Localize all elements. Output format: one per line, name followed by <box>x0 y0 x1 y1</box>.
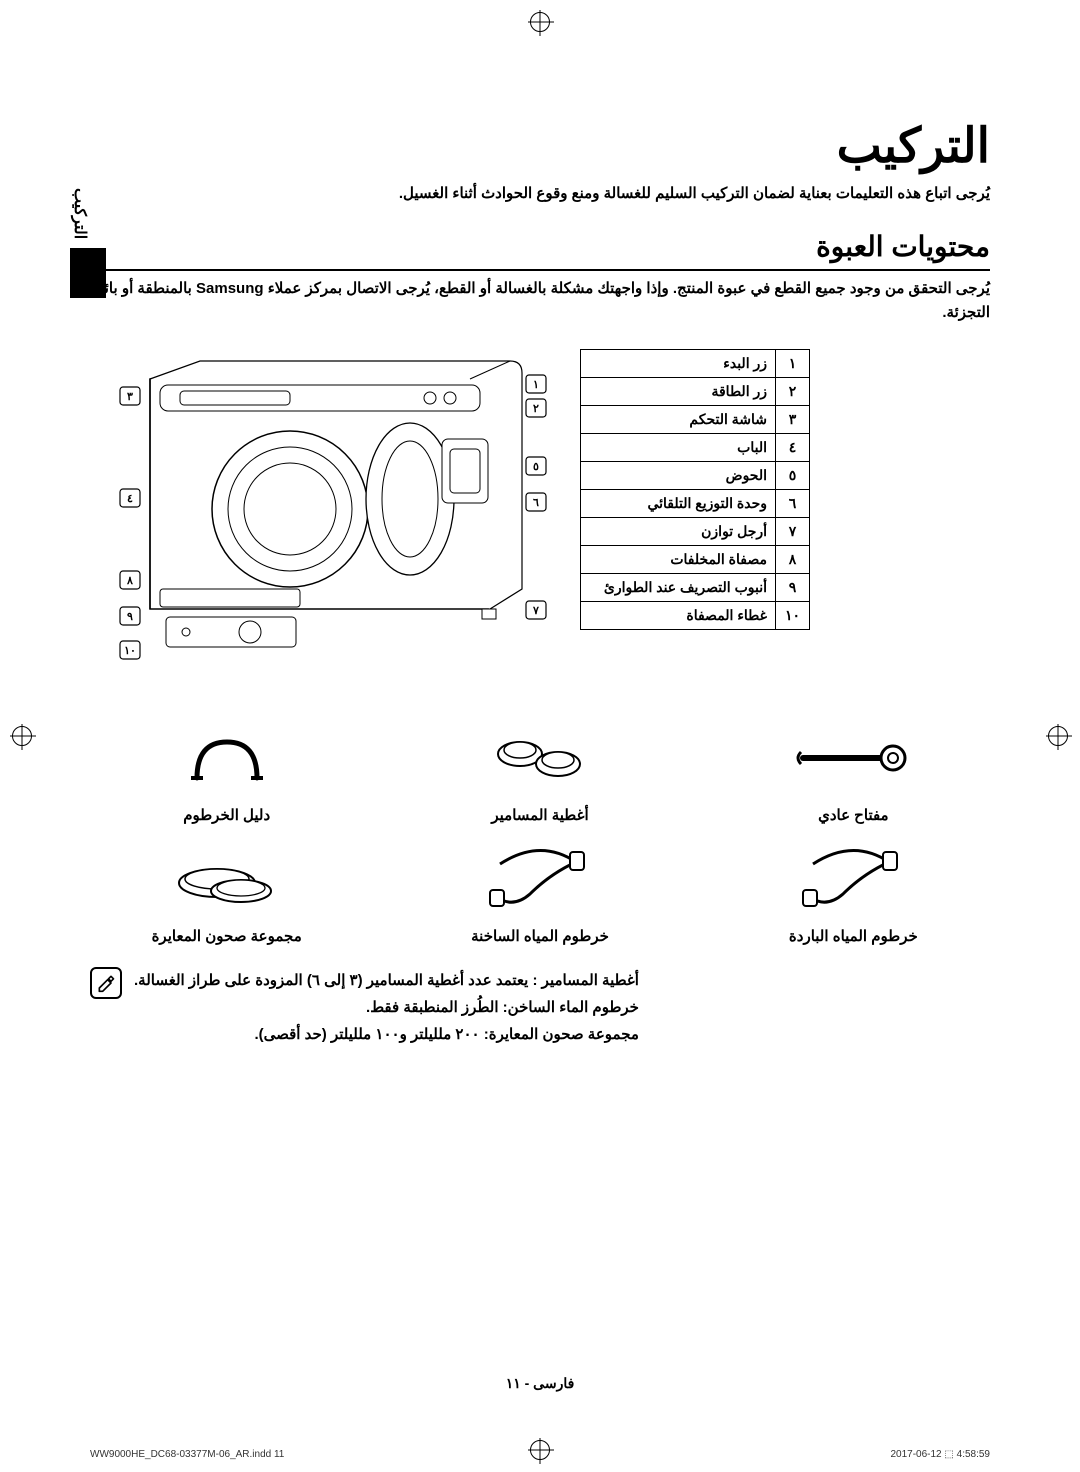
accessory-label: أغطية المسامير <box>491 806 588 824</box>
part-label: وحدة التوزيع التلقائي <box>581 490 776 518</box>
callout-5: ٥ <box>533 461 539 473</box>
page-number: فارسى - ١١ <box>90 1375 990 1392</box>
part-label: زر البدء <box>581 350 776 378</box>
accessory-boltcaps: أغطية المسامير <box>403 723 676 824</box>
callout-4: ٤ <box>127 493 133 505</box>
table-row: ٢زر الطاقة <box>581 378 810 406</box>
part-number: ٢ <box>776 378 810 406</box>
accessory-hothose: خرطوم المياه الساخنة <box>403 844 676 945</box>
boltcaps-icon <box>480 723 600 798</box>
registration-mark-bottom <box>530 1440 550 1460</box>
section-intro: يُرجى التحقق من وجود جميع القطع في عبوة … <box>90 277 990 325</box>
callout-3: ٣ <box>127 391 133 403</box>
callout-9: ٩ <box>127 611 133 623</box>
coldhose-icon <box>793 844 913 919</box>
accessory-label: مجموعة صحون المعايرة <box>152 927 302 945</box>
note-icon <box>90 967 122 999</box>
side-tab-block <box>70 248 106 298</box>
part-number: ٣ <box>776 406 810 434</box>
machine-diagram: ١ ٢ ٥ ٦ ٧ ٣ ٤ ٨ ٩ ١٠ <box>90 349 550 669</box>
registration-mark-left <box>12 726 32 746</box>
part-number: ٨ <box>776 546 810 574</box>
accessory-label: خرطوم المياه الساخنة <box>471 927 609 945</box>
part-number: ٩ <box>776 574 810 602</box>
accessory-hoseguide: دليل الخرطوم <box>90 723 363 824</box>
accessory-label: خرطوم المياه الباردة <box>789 927 918 945</box>
table-row: ٤الباب <box>581 434 810 462</box>
part-label: شاشة التحكم <box>581 406 776 434</box>
part-number: ٤ <box>776 434 810 462</box>
table-row: ٥الحوض <box>581 462 810 490</box>
callout-8: ٨ <box>126 575 133 587</box>
note-line: خرطوم الماء الساخن: الطُرز المنطبقة فقط. <box>134 994 639 1021</box>
intro-text: يُرجى اتباع هذه التعليمات بعناية لضمان ا… <box>90 182 990 206</box>
page-content: التركيب التركيب يُرجى اتباع هذه التعليما… <box>90 48 990 1412</box>
accessory-calcups: مجموعة صحون المعايرة <box>90 844 363 945</box>
note-line: مجموعة صحون المعايرة: ٢٠٠ ملليلتر و١٠٠ م… <box>134 1021 639 1048</box>
callout-6: ٦ <box>533 497 539 509</box>
footer-meta-date: 2017-06-12 ⬚ 4:58:59 <box>890 1449 990 1460</box>
part-number: ١٠ <box>776 602 810 630</box>
table-row: ١زر البدء <box>581 350 810 378</box>
part-label: غطاء المصفاة <box>581 602 776 630</box>
calcups-icon <box>167 844 287 919</box>
table-row: ٦وحدة التوزيع التلقائي <box>581 490 810 518</box>
part-label: أرجل توازن <box>581 518 776 546</box>
table-row: ٨مصفاة المخلفات <box>581 546 810 574</box>
part-label: الباب <box>581 434 776 462</box>
part-label: أنبوب التصريف عند الطوارئ <box>581 574 776 602</box>
page-title: التركيب <box>90 118 990 174</box>
hoseguide-icon <box>167 723 287 798</box>
part-number: ١ <box>776 350 810 378</box>
wrench-icon <box>793 723 913 798</box>
accessory-coldhose: خرطوم المياه الباردة <box>717 844 990 945</box>
accessory-label: دليل الخرطوم <box>183 806 270 824</box>
callout-1: ١ <box>533 379 539 391</box>
table-row: ٩أنبوب التصريف عند الطوارئ <box>581 574 810 602</box>
footer-meta-file: WW9000HE_DC68-03377M-06_AR.indd 11 <box>90 1449 284 1460</box>
section-heading: محتويات العبوة <box>90 230 990 271</box>
note-line: أغطية المسامير : يعتمد عدد أغطية المسامي… <box>134 967 639 994</box>
table-row: ٣شاشة التحكم <box>581 406 810 434</box>
part-number: ٧ <box>776 518 810 546</box>
accessory-label: مفتاح عادي <box>818 806 889 824</box>
part-label: الحوض <box>581 462 776 490</box>
registration-mark-right <box>1048 726 1068 746</box>
table-row: ١٠غطاء المصفاة <box>581 602 810 630</box>
accessories-grid: مفتاح عادي أغطية المسامير دليل الخرطوم خرطو… <box>90 723 990 945</box>
accessory-wrench: مفتاح عادي <box>717 723 990 824</box>
callout-10: ١٠ <box>124 645 136 657</box>
parts-table: ١زر البدء٢زر الطاقة٣شاشة التحكم٤الباب٥ال… <box>580 349 810 630</box>
hothose-icon <box>480 844 600 919</box>
side-tab-label: التركيب <box>70 188 89 239</box>
notes-block: أغطية المسامير : يعتمد عدد أغطية المسامي… <box>90 967 990 1048</box>
registration-mark-top <box>530 12 550 32</box>
part-label: زر الطاقة <box>581 378 776 406</box>
part-number: ٥ <box>776 462 810 490</box>
callout-7: ٧ <box>532 605 539 617</box>
part-number: ٦ <box>776 490 810 518</box>
part-label: مصفاة المخلفات <box>581 546 776 574</box>
table-row: ٧أرجل توازن <box>581 518 810 546</box>
callout-2: ٢ <box>533 403 539 415</box>
